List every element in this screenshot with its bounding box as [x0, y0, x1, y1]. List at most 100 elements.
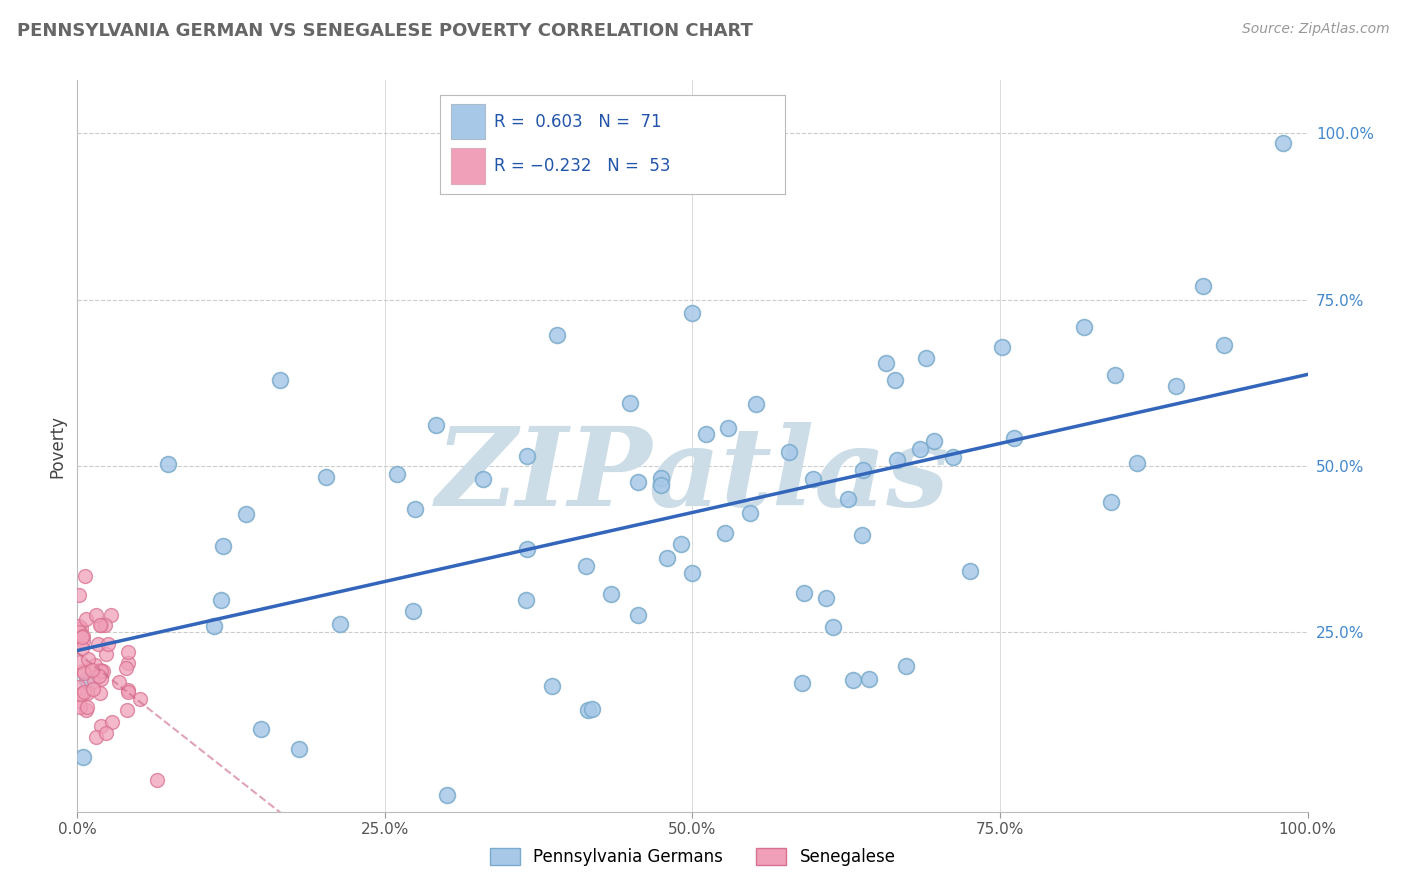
Point [436, 788, 458, 802]
Point [793, 586, 815, 600]
Point [655, 551, 678, 566]
Point [90, 719, 112, 733]
Point [202, 619, 225, 633]
Point [97, 637, 120, 651]
Point [67, 619, 90, 633]
Point [72, 685, 94, 699]
Point [402, 604, 425, 618]
Point [851, 528, 873, 542]
Point [745, 396, 768, 410]
Point [886, 452, 908, 467]
Point [89, 618, 111, 632]
Point [1212, 337, 1234, 351]
Point [90, 672, 112, 686]
Point [1192, 279, 1215, 293]
Point [117, 683, 139, 698]
Point [69, 700, 91, 714]
Point [1002, 431, 1025, 445]
Point [738, 506, 761, 520]
Point [101, 714, 124, 729]
Point [778, 445, 800, 459]
Point [70, 687, 93, 701]
Point [70, 630, 93, 644]
Point [72, 749, 94, 764]
Point [89, 686, 111, 700]
Y-axis label: Poverty: Poverty [48, 415, 66, 477]
Point [114, 660, 136, 674]
Point [959, 564, 981, 578]
Point [842, 673, 865, 687]
Point [896, 658, 918, 673]
Point [814, 591, 837, 605]
Point [404, 501, 426, 516]
Point [681, 566, 703, 580]
Point [546, 327, 568, 342]
Point [1272, 136, 1295, 151]
Point [669, 537, 692, 551]
Point [575, 558, 598, 573]
Point [72, 664, 94, 678]
Point [650, 477, 672, 491]
Point [117, 645, 139, 659]
Point [650, 471, 672, 485]
Point [73, 569, 96, 583]
Point [108, 675, 131, 690]
Point [67, 588, 90, 602]
Point [1164, 379, 1187, 393]
Point [1099, 495, 1122, 509]
Point [852, 463, 875, 477]
Point [922, 434, 945, 449]
Point [792, 676, 814, 690]
Point [128, 692, 150, 706]
Point [541, 679, 564, 693]
Point [681, 306, 703, 320]
Point [84, 731, 107, 745]
Text: Source: ZipAtlas.com: Source: ZipAtlas.com [1241, 22, 1389, 37]
Point [516, 449, 538, 463]
Point [157, 458, 180, 472]
Point [100, 607, 122, 622]
Point [883, 373, 905, 387]
Point [72, 634, 94, 648]
Text: ZIPatlas: ZIPatlas [436, 422, 949, 529]
Point [288, 741, 311, 756]
Point [70, 621, 93, 635]
Point [117, 685, 139, 699]
Point [250, 722, 273, 736]
Point [269, 373, 291, 387]
Point [72, 629, 94, 643]
Point [69, 656, 91, 670]
Point [991, 340, 1014, 354]
Point [89, 664, 111, 678]
Point [76, 673, 98, 688]
Point [576, 703, 599, 717]
Point [600, 587, 623, 601]
Point [90, 618, 112, 632]
Point [87, 637, 110, 651]
Point [115, 703, 138, 717]
Point [86, 608, 108, 623]
Point [581, 702, 603, 716]
Point [69, 680, 91, 694]
Point [94, 617, 117, 632]
Point [714, 525, 737, 540]
Point [472, 472, 495, 486]
Point [425, 417, 447, 432]
Point [89, 669, 111, 683]
Point [914, 351, 936, 366]
Point [211, 539, 233, 553]
Point [82, 664, 104, 678]
Point [84, 657, 107, 672]
Point [908, 442, 931, 456]
Point [626, 607, 648, 622]
Point [315, 470, 337, 484]
Point [77, 652, 100, 666]
Point [82, 682, 104, 697]
Point [1126, 456, 1149, 470]
Point [695, 427, 717, 442]
Point [76, 686, 98, 700]
Point [75, 612, 97, 626]
Point [515, 593, 537, 607]
Text: PENNSYLVANIA GERMAN VS SENEGALESE POVERTY CORRELATION CHART: PENNSYLVANIA GERMAN VS SENEGALESE POVERT… [17, 22, 752, 40]
Point [73, 665, 96, 680]
